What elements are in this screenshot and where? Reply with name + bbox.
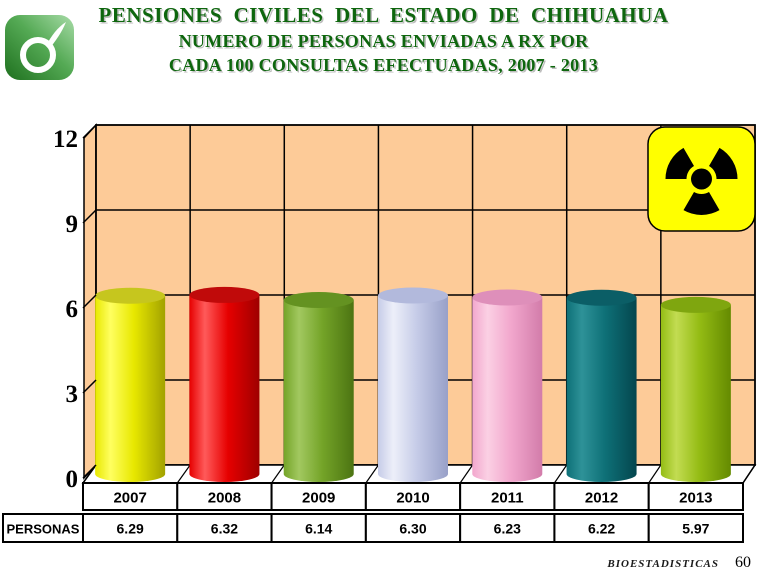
chart-bars (95, 286, 731, 482)
x-axis-category-row: 2007 2008 2009 2010 2011 2012 2013 (82, 482, 745, 511)
x-axis-cell (647, 482, 745, 511)
floor-separator (742, 464, 756, 484)
y-axis-tick (82, 379, 97, 394)
x-axis-label: 2012 (585, 490, 618, 507)
bar-cylinder-top-2007 (95, 287, 166, 304)
floor-separator (365, 464, 379, 484)
bar-cylinder-top-2010 (378, 287, 448, 304)
y-axis-label: 0 (66, 466, 79, 493)
y-axis-label: 6 (66, 296, 79, 323)
x-axis-label: 2010 (396, 490, 429, 507)
pensiones-civiles-logo-icon (5, 15, 74, 80)
slide-subtitle-line2: CADA 100 CONSULTAS EFECTUADAS, 2007 - 20… (168, 55, 599, 75)
bar-cylinder-top-2013 (660, 296, 731, 313)
bar-cylinder-top-2011 (472, 289, 543, 306)
bar-cylinder-2011 (472, 297, 543, 482)
slide-footer: BIOESTADISTICAS 60 (607, 554, 751, 572)
floor-separator (459, 464, 474, 484)
slide-header: PENSIONES CIVILES DEL ESTADO DE CHIHUAHU… (0, 3, 767, 76)
slide-title: PENSIONES CIVILES DEL ESTADO DE CHIHUAHU… (98, 3, 669, 27)
footer-source-label: BIOESTADISTICAS (607, 558, 719, 570)
bar-cylinder-top-2008 (189, 286, 260, 303)
value-label: 6.23 (494, 521, 521, 537)
y-axis-tick (82, 294, 97, 309)
value-cell (459, 513, 556, 543)
floor-separator (271, 464, 285, 484)
x-axis-cell (459, 482, 556, 511)
bar-cylinder-2009 (283, 300, 354, 482)
slide-subtitle-line1: NUMERO DE PERSONAS ENVIADAS A RX POR (178, 31, 589, 51)
row-label: PERSONAS (7, 522, 80, 537)
bar-cylinder-top-2012 (566, 289, 637, 306)
floor-separator (648, 464, 662, 484)
y-axis-tick (82, 464, 97, 479)
x-axis-cell (553, 482, 650, 511)
y-axis-label: 9 (66, 211, 79, 238)
bar-cylinder-top-2009 (283, 292, 354, 309)
data-table-row: PERSONAS 6.29 6.32 6.14 6.30 6.23 6.22 5.97 (2, 513, 745, 543)
value-cell (270, 513, 367, 543)
bar-chart: 0 3 6 9 12 2007 2008 2009 2010 2011 2012 2013 PERS… (0, 110, 767, 555)
y-axis: 0 3 6 9 12 (53, 124, 97, 493)
value-label: 6.22 (588, 521, 615, 537)
bar-cylinder-2007 (95, 295, 166, 482)
value-label: 6.32 (211, 521, 238, 537)
y-axis-tick (82, 124, 97, 139)
value-label: 6.30 (399, 521, 426, 537)
x-axis-label: 2013 (679, 490, 712, 507)
row-label-cell (2, 513, 84, 543)
bar-cylinder-2010 (378, 295, 448, 482)
x-axis-label: 2007 (113, 490, 146, 507)
floor-separator (553, 464, 568, 484)
bar-cylinder-2008 (189, 294, 260, 482)
y-axis-label: 3 (66, 381, 79, 408)
value-cell (364, 513, 462, 543)
page-number: 60 (735, 554, 751, 571)
radiation-warning-icon (647, 126, 756, 232)
y-axis-label: 12 (53, 126, 78, 153)
bar-cylinder-2012 (566, 297, 637, 482)
value-label: 6.29 (117, 521, 144, 537)
value-label: 5.97 (682, 521, 709, 537)
x-axis-cell (270, 482, 367, 511)
y-axis-tick (82, 209, 97, 224)
x-axis-cell (82, 482, 179, 511)
bar-cylinder-2013 (660, 304, 731, 482)
value-cell (82, 513, 179, 543)
x-axis-label: 2009 (302, 490, 335, 507)
x-axis-label: 2011 (491, 490, 524, 507)
x-axis-label: 2008 (208, 490, 241, 507)
value-cell (647, 513, 745, 543)
value-label: 6.14 (305, 521, 332, 537)
floor-separator (176, 464, 191, 484)
